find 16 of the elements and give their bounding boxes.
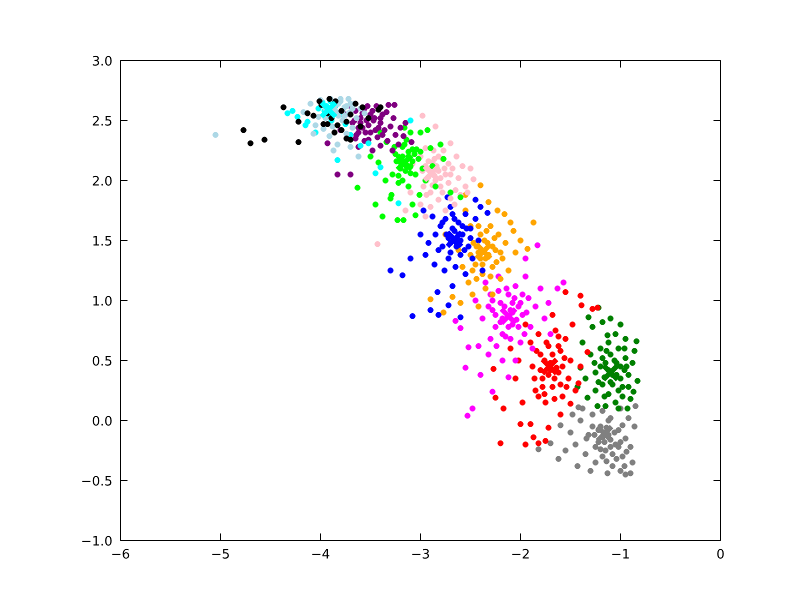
x-tick-label: −3 [410, 548, 430, 562]
y-tick-label: 2.5 [92, 114, 113, 130]
x-tick-label: −4 [310, 548, 330, 562]
y-tick-label: 1.0 [92, 294, 113, 310]
x-tick-label: −5 [210, 548, 230, 562]
x-tick-label: −1 [610, 548, 630, 562]
y-tick-label: 0.5 [92, 354, 113, 370]
y-tick-label: 3.0 [92, 54, 113, 70]
y-tick-label: −0.5 [80, 474, 113, 490]
y-tick-label: 0.0 [92, 414, 113, 430]
x-tick-label: 0 [716, 548, 725, 562]
x-tick-label: −6 [110, 548, 130, 562]
x-tick-label: −2 [510, 548, 530, 562]
y-tick-label: −1.0 [80, 534, 113, 550]
y-tick-label: 2.0 [92, 174, 113, 190]
y-tick-label: 1.5 [92, 234, 113, 250]
